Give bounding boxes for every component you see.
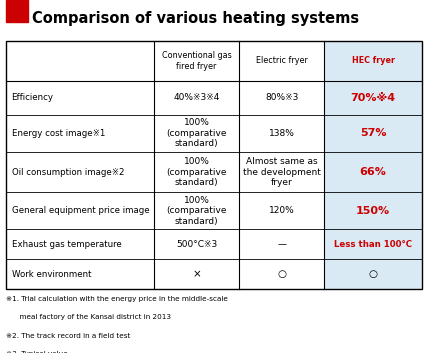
Text: ○: ○ xyxy=(368,269,377,280)
Text: 70%※4: 70%※4 xyxy=(350,93,395,103)
Text: ×: × xyxy=(192,269,200,280)
Text: HEC fryer: HEC fryer xyxy=(351,56,394,65)
Text: 80%※3: 80%※3 xyxy=(265,94,298,102)
Text: Conventional gas
fired fryer: Conventional gas fired fryer xyxy=(161,51,231,71)
Text: Oil consumption image※2: Oil consumption image※2 xyxy=(12,168,124,176)
Text: Efficiency: Efficiency xyxy=(12,94,53,102)
Text: ※3. Typical value: ※3. Typical value xyxy=(6,351,68,353)
Text: 57%: 57% xyxy=(359,128,386,138)
Text: 66%: 66% xyxy=(359,167,386,177)
Text: Almost same as
the development
fryer: Almost same as the development fryer xyxy=(242,157,320,187)
Text: 100%
(comparative
standard): 100% (comparative standard) xyxy=(166,157,226,187)
Text: ※2. The track record in a field test: ※2. The track record in a field test xyxy=(6,333,130,339)
Bar xyxy=(6,0,28,22)
Text: 120%: 120% xyxy=(268,207,294,215)
Text: ※1. Trial calculation with the energy price in the middle-scale: ※1. Trial calculation with the energy pr… xyxy=(6,296,228,302)
Text: Energy cost image※1: Energy cost image※1 xyxy=(12,129,105,138)
Text: ○: ○ xyxy=(276,269,285,280)
Text: General equipment price image: General equipment price image xyxy=(12,207,149,215)
Text: —: — xyxy=(276,240,285,249)
Text: 150%: 150% xyxy=(355,206,389,216)
Text: Electric fryer: Electric fryer xyxy=(255,56,307,65)
Text: meal factory of the Kansai district in 2013: meal factory of the Kansai district in 2… xyxy=(6,314,171,320)
Text: 40%※3※4: 40%※3※4 xyxy=(173,94,219,102)
Text: Less than 100°C: Less than 100°C xyxy=(333,240,411,249)
Text: 138%: 138% xyxy=(268,129,294,138)
Text: Comparison of various heating systems: Comparison of various heating systems xyxy=(32,11,358,25)
Bar xyxy=(6,41,421,289)
Text: Work environment: Work environment xyxy=(12,270,91,279)
Text: 100%
(comparative
standard): 100% (comparative standard) xyxy=(166,196,226,226)
Text: 500°C※3: 500°C※3 xyxy=(176,240,216,249)
Bar xyxy=(323,41,421,289)
Text: Exhaust gas temperature: Exhaust gas temperature xyxy=(12,240,121,249)
Text: 100%
(comparative
standard): 100% (comparative standard) xyxy=(166,118,226,148)
